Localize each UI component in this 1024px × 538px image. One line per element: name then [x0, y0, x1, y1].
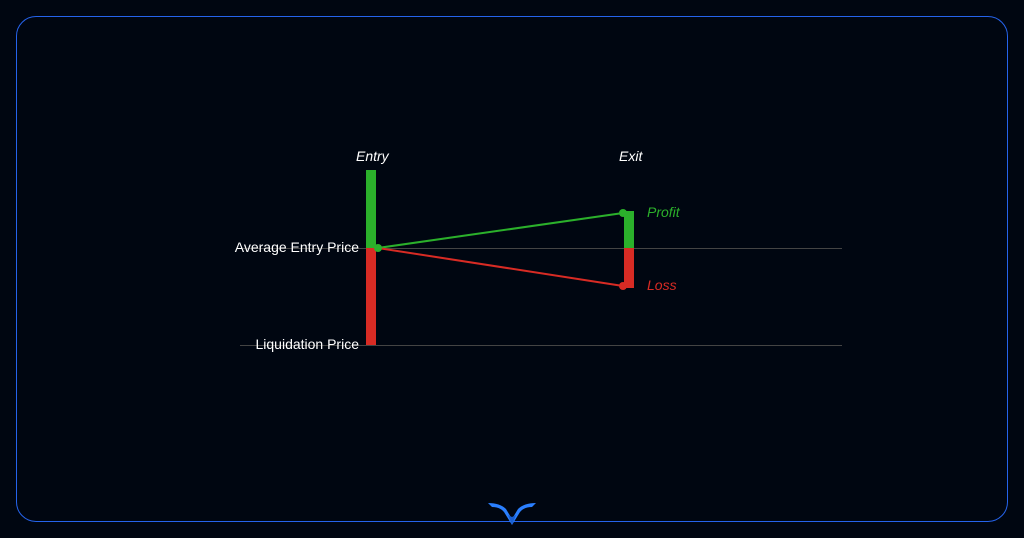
entry-header-label: Entry [356, 148, 389, 164]
entry-bar-top [366, 170, 376, 248]
profit-label: Profit [647, 204, 680, 220]
entry-bar-bottom [366, 248, 376, 345]
profit-line [378, 213, 623, 248]
exit-header-label: Exit [619, 148, 642, 164]
loss-line [378, 248, 623, 286]
entry-dot [374, 244, 382, 252]
avg-entry-price-label: Average Entry Price [235, 239, 359, 255]
liquidation-price-label: Liquidation Price [255, 336, 359, 352]
brand-logo-icon [482, 497, 542, 532]
exit-bar-top [624, 211, 634, 248]
price-diagram: Entry Exit Average Entry Price Liquidati… [0, 0, 1024, 538]
loss-dot [619, 282, 627, 290]
profit-dot [619, 209, 627, 217]
loss-label: Loss [647, 277, 677, 293]
profit-loss-lines [0, 0, 1024, 538]
